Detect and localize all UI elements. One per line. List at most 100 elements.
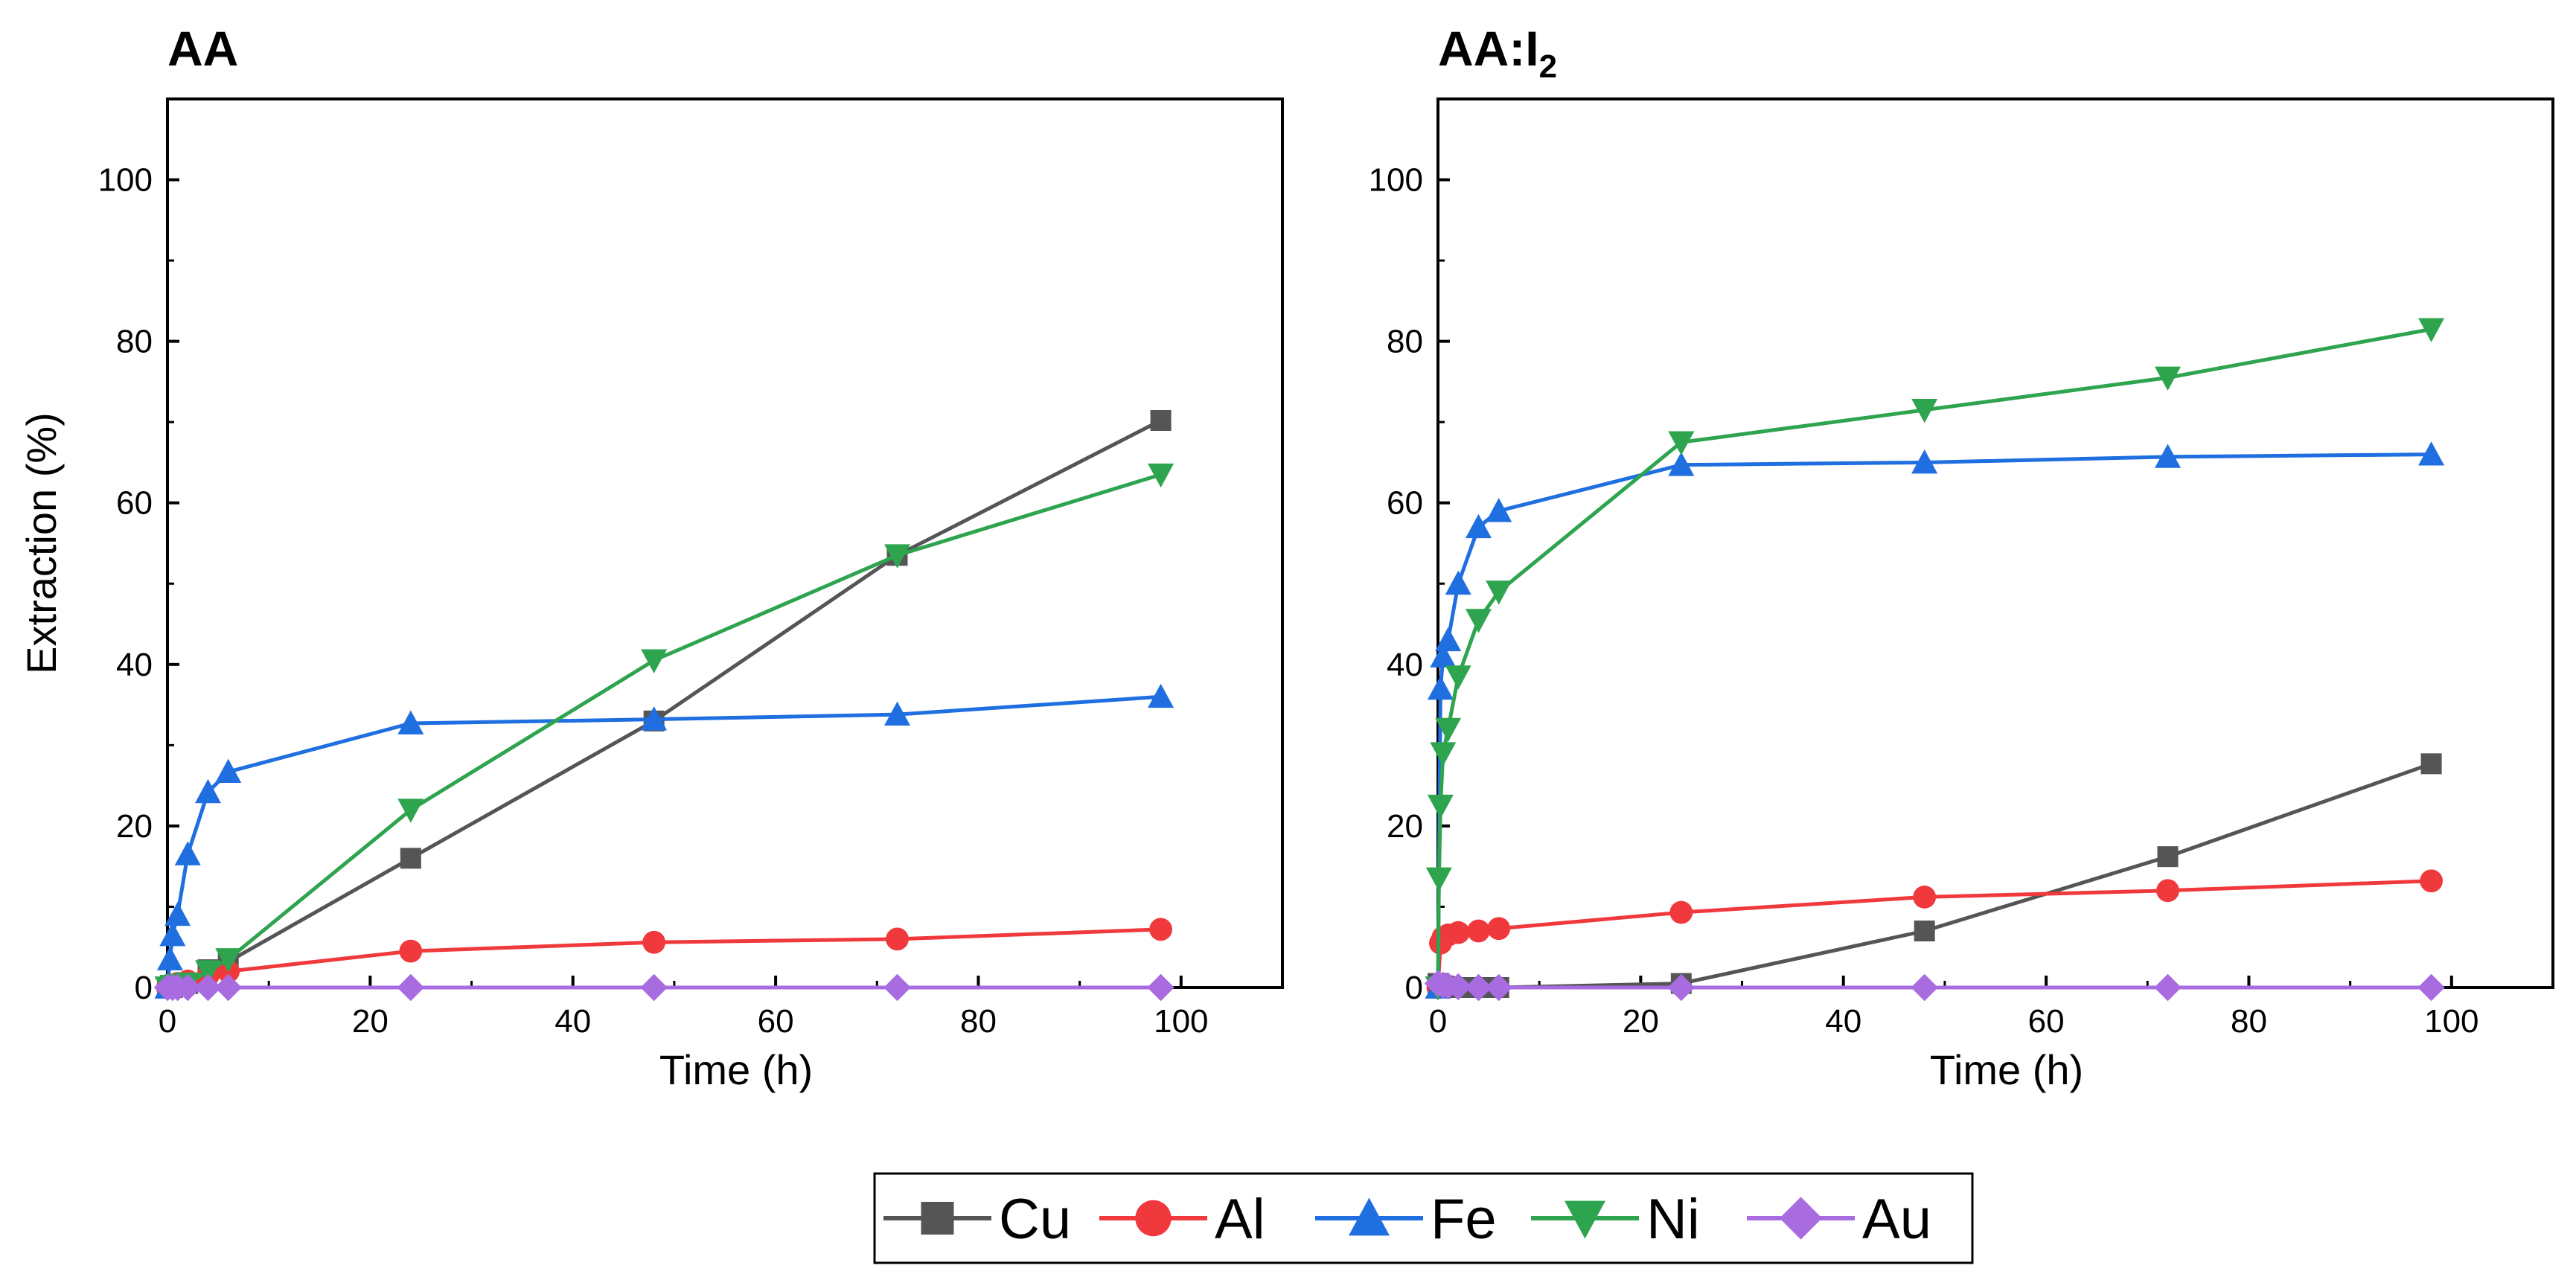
y-tick-label: 60 [1387,485,1423,522]
plot-frame [1436,97,2554,989]
x-tick-label: 80 [960,1003,997,1040]
data-point-fe [1445,570,1471,595]
data-point-fe [1148,683,1174,708]
data-point-ni [215,948,242,973]
data-point-fe [2418,441,2445,466]
series-ni [154,463,1174,1001]
x-tick-label: 0 [1429,1003,1447,1040]
x-tick-label: 60 [2028,1003,2065,1040]
data-point-ni [1435,717,1462,743]
panel-title-text: AA [167,21,238,76]
y-tick-label: 40 [116,647,153,683]
data-point-au [1445,973,1472,1001]
legend-item-cu: Cu [883,1188,1071,1251]
y-tick-label: 80 [116,324,153,360]
series-cu [157,410,1172,998]
legend-marker-cu [921,1202,954,1235]
data-point-fe [164,901,191,926]
data-point-ni [641,649,668,673]
x-axis-label: Time (h) [659,1046,813,1093]
data-point-al [886,927,909,951]
y-tick-label: 0 [135,970,153,1006]
y-axis-label: Extraction (%) [18,412,65,674]
data-point-au [194,973,222,1002]
panel-title: AA:I2 [1438,21,1557,85]
data-point-ni [1445,665,1471,690]
series-cu [1428,753,2442,998]
data-point-fe [1430,643,1457,668]
x-tick-label: 100 [2424,1003,2478,1040]
data-point-fe [1486,498,1512,522]
chart-panel-1: 0 20 40 60 80 100 0 20 40 60 80 100 Time (h) Extracti… [18,21,1284,1093]
legend-item-ni: Ni [1531,1188,1700,1251]
data-point-ni [1430,742,1457,766]
series-au [1424,970,2445,1002]
data-point-ni [2155,366,2182,391]
data-point-al [2420,869,2443,893]
legend-label: Al [1215,1188,1265,1251]
legend-label: Fe [1431,1188,1497,1251]
panel-title-text: AA:I [1438,21,1539,76]
data-point-fe [884,701,911,726]
data-point-al [642,930,666,954]
data-point-au [397,973,425,1002]
legend-label: Au [1862,1188,1931,1251]
data-point-ni [884,544,911,569]
data-point-au [640,973,668,1002]
legend-item-fe: Fe [1315,1188,1497,1251]
legend-item-au: Au [1747,1188,1931,1251]
data-point-au [214,973,242,1002]
x-tick-label: 20 [352,1003,389,1040]
data-point-ni [2418,318,2445,342]
data-point-ni [1425,867,1452,892]
data-point-ni [397,798,424,823]
data-point-ni [194,960,221,985]
y-tick-label: 80 [1387,324,1423,360]
data-point-al [1149,918,1172,941]
data-point-ni [1668,431,1695,455]
data-point-fe [1427,675,1454,700]
data-point-au [883,973,911,1002]
series-line-ni [1436,327,2432,988]
legend-marker-fe [1349,1197,1390,1236]
x-tick-label: 0 [159,1003,176,1040]
legend: Cu Al Fe Ni Au [873,1172,1974,1264]
series-line-cu [1436,761,2432,990]
legend-label: Ni [1646,1188,1700,1251]
data-point-au [2154,973,2182,1002]
data-point-au [1911,973,1938,1002]
data-point-fe [215,758,242,784]
data-point-ni [1427,794,1454,819]
legend-label: Cu [999,1188,1071,1251]
y-tick-label: 20 [116,808,153,845]
data-point-fe [641,706,668,731]
data-point-ni [1465,609,1492,633]
legend-marker-al [1135,1200,1172,1237]
data-point-cu [400,848,421,869]
data-point-al [1913,886,1937,909]
y-tick-label: 60 [116,485,153,522]
x-tick-label: 60 [758,1003,794,1040]
data-point-au [2417,973,2445,1002]
x-tick-label: 100 [1154,1003,1208,1040]
data-point-al [399,939,423,963]
data-point-fe [1911,449,1938,474]
data-point-fe [156,946,183,970]
y-tick-label: 100 [98,162,153,199]
data-point-fe [2155,444,2182,468]
data-point-cu [2157,846,2179,868]
series-fe [1425,441,2445,999]
x-tick-label: 40 [554,1003,591,1040]
data-point-ni [1911,399,1938,423]
y-tick-label: 40 [1387,647,1423,683]
legend-marker-au [1779,1197,1823,1240]
data-point-fe [194,778,221,804]
data-point-au [1667,973,1696,1002]
data-point-ni [1486,580,1512,605]
y-tick-label: 0 [1405,970,1423,1006]
chart-panel-2: 0 20 40 60 80 100 0 20 40 60 80 100 Time (h) AA:I2 [1369,21,2554,1093]
data-point-cu [2420,753,2442,775]
data-point-al [1669,900,1693,924]
x-tick-label: 80 [2231,1003,2267,1040]
